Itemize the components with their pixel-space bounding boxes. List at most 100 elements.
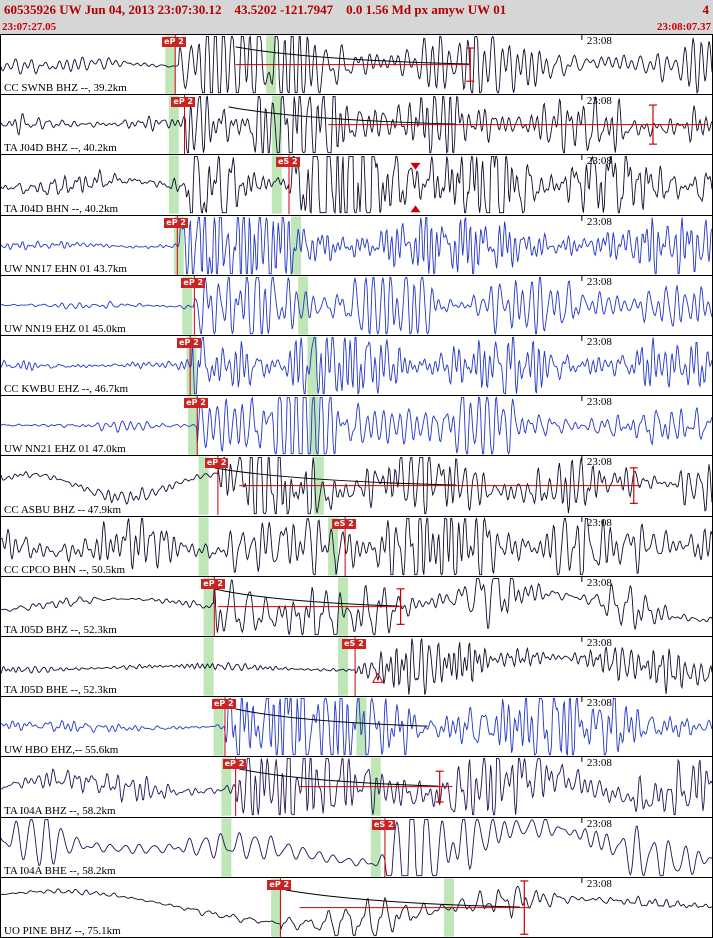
seismogram-trace <box>1 95 712 155</box>
minute-label: 23:08 <box>586 576 612 589</box>
pick-flag[interactable]: eP 2 <box>162 37 186 47</box>
event-summary-text: 60535926 UW Jun 04, 2013 23:07:30.12 43.… <box>4 2 507 17</box>
station-label: UW NN19 EHZ 01 45.0km <box>4 323 126 336</box>
station-label: TA J04D BHN --, 40.2km <box>4 202 119 215</box>
amplitude-marker-open <box>371 672 384 683</box>
pick-flag[interactable]: eP 2 <box>171 97 196 108</box>
station-label: CC ASBU BHZ -- 47.9km <box>4 503 122 516</box>
waveform-canvas <box>1 757 712 817</box>
station-label: UW HBO EHZ,-- 55.6km <box>4 744 119 757</box>
seismogram-trace <box>1 516 712 576</box>
seismogram-trace <box>1 396 712 456</box>
minute-label: 23:08 <box>586 95 612 108</box>
waveform-canvas <box>1 576 712 637</box>
minute-label: 23:08 <box>586 516 612 529</box>
predicted-arrival-window <box>291 216 302 275</box>
predicted-arrival-window <box>307 336 318 395</box>
waveform-panel[interactable]: eP 2 TA I04A BHZ --, 58.2km 23:08 <box>0 756 713 818</box>
minute-label: 23:08 <box>586 757 612 770</box>
waveform-panel-stack: eP 2 CC SWNB BHZ --, 39.2km 23:08 eP 2 T… <box>0 34 713 938</box>
waveform-panel[interactable]: eP 2 TA J04D BHZ --, 40.2km 23:08 <box>0 94 713 156</box>
pick-flag[interactable]: eP 2 <box>164 217 188 228</box>
waveform-canvas <box>1 456 712 516</box>
waveform-panel[interactable]: eP 2 CC SWNB BHZ --, 39.2km 23:08 <box>0 34 713 96</box>
seismogram-trace <box>1 577 712 636</box>
waveform-canvas <box>1 155 712 215</box>
station-label: TA I04A BHE --, 58.2km <box>4 864 116 877</box>
station-label: TA J05D BHE --, 52.3km <box>4 684 117 697</box>
predicted-arrival-window <box>271 155 282 215</box>
predicted-arrival-window <box>271 878 282 937</box>
pick-flag[interactable]: eS 2 <box>332 518 356 529</box>
station-label: TA I04A BHZ --, 58.2km <box>4 804 116 817</box>
waveform-panel[interactable]: eP 2 CC KWBU EHZ --, 46.7km 23:08 <box>0 335 713 397</box>
seismogram-trace <box>1 337 712 396</box>
waveform-panel[interactable]: eP 2 UW NN19 EHZ 01 45.0km 23:08 <box>0 274 713 337</box>
predicted-arrival-window <box>370 818 381 877</box>
pick-flag[interactable]: eS 2 <box>371 819 396 830</box>
window-end-time: 23:08:07.37 <box>656 21 711 33</box>
waveform-panel[interactable]: eP 2 UO PINE BHZ --, 75.1km 23:08 <box>0 876 713 938</box>
pick-flag[interactable]: eP 2 <box>204 458 229 469</box>
waveform-panel[interactable]: eP 2 TA J05D BHZ --, 52.3km 23:08 <box>0 575 713 638</box>
waveform-panel[interactable]: eP 2 UW NN21 EHZ 01 47.0km 23:08 <box>0 395 713 457</box>
seismogram-trace <box>1 818 712 876</box>
coda-decay-curve <box>214 467 457 487</box>
pick-flag[interactable]: eP 2 <box>201 578 225 589</box>
predicted-arrival-window <box>165 35 176 94</box>
seismogram-trace <box>1 35 712 95</box>
station-label: CC SWNB BHZ --, 39.2km <box>4 82 127 95</box>
predicted-arrival-window <box>168 95 179 154</box>
waveform-panel[interactable]: eS 2 TA J04D BHN --, 40.2km 23:08 <box>0 154 713 216</box>
minute-label: 23:08 <box>586 697 612 710</box>
predicted-arrival-window <box>187 396 198 455</box>
minute-label: 23:08 <box>586 637 612 650</box>
waveform-panel[interactable]: eS 2 TA I04A BHE --, 58.2km 23:08 <box>0 816 713 878</box>
coda-decay-curve <box>235 708 428 727</box>
waveform-canvas <box>1 877 712 938</box>
predicted-arrival-window <box>198 517 209 576</box>
predicted-arrival-window <box>198 456 209 516</box>
minute-label: 23:08 <box>586 396 612 409</box>
waveform-panel[interactable]: eP 2 UW NN17 EHN 01 43.7km 23:08 <box>0 214 713 276</box>
predicted-arrival-window <box>221 818 232 877</box>
minute-label: 23:08 <box>586 877 612 890</box>
amplitude-peak-marker <box>410 163 421 171</box>
station-label: TA J04D BHZ --, 40.2km <box>4 142 117 155</box>
pick-flag[interactable]: eS 2 <box>276 157 300 168</box>
pick-flag[interactable]: eP 2 <box>181 277 206 288</box>
station-label: UO PINE BHZ --, 75.1km <box>4 925 121 938</box>
station-label: TA J05D BHZ --, 52.3km <box>4 624 117 637</box>
pick-flag[interactable]: eP 2 <box>211 699 236 710</box>
pick-flag[interactable]: eS 2 <box>342 639 366 650</box>
event-header: 60535926 UW Jun 04, 2013 23:07:30.12 43.… <box>0 0 713 20</box>
waveform-panel[interactable]: eP 2 CC ASBU BHZ -- 47.9km 23:08 <box>0 455 713 517</box>
coda-decay-curve <box>214 588 400 607</box>
waveform-canvas <box>1 95 712 155</box>
station-label: UW NN21 EHZ 01 47.0km <box>4 443 126 456</box>
seismogram-trace <box>1 885 712 937</box>
pick-flag[interactable]: eP 2 <box>267 879 292 890</box>
predicted-arrival-window <box>271 95 282 154</box>
waveform-canvas <box>1 35 712 95</box>
minute-label: 23:08 <box>586 336 612 349</box>
seismogram-trace <box>1 216 712 275</box>
waveform-panel[interactable]: eS 2 CC CPCO BHN --, 50.5km 23:08 <box>0 515 713 577</box>
minute-label: 23:08 <box>586 215 612 228</box>
predicted-arrival-window <box>308 396 319 455</box>
minute-label: 23:08 <box>586 155 612 168</box>
coda-decay-curve <box>285 889 521 908</box>
predicted-arrival-window <box>356 697 367 756</box>
minute-label: 23:08 <box>586 817 612 830</box>
pick-flag[interactable]: eP 2 <box>177 338 201 349</box>
pick-flag[interactable]: eP 2 <box>184 398 208 409</box>
waveform-panel[interactable]: eS 2 TA J05D BHE --, 52.3km 23:08 <box>0 636 713 698</box>
seismogram-trace <box>1 155 712 215</box>
station-label: CC KWBU EHZ --, 46.7km <box>4 383 129 396</box>
coda-decay-curve <box>235 46 471 65</box>
coda-decay-curve <box>239 768 439 788</box>
station-label: CC CPCO BHN --, 50.5km <box>4 563 126 576</box>
waveform-panel[interactable]: eP 2 UW HBO EHZ,-- 55.6km 23:08 <box>0 696 713 758</box>
seismogram-trace <box>1 276 712 335</box>
pick-flag[interactable]: eP 2 <box>222 759 247 770</box>
